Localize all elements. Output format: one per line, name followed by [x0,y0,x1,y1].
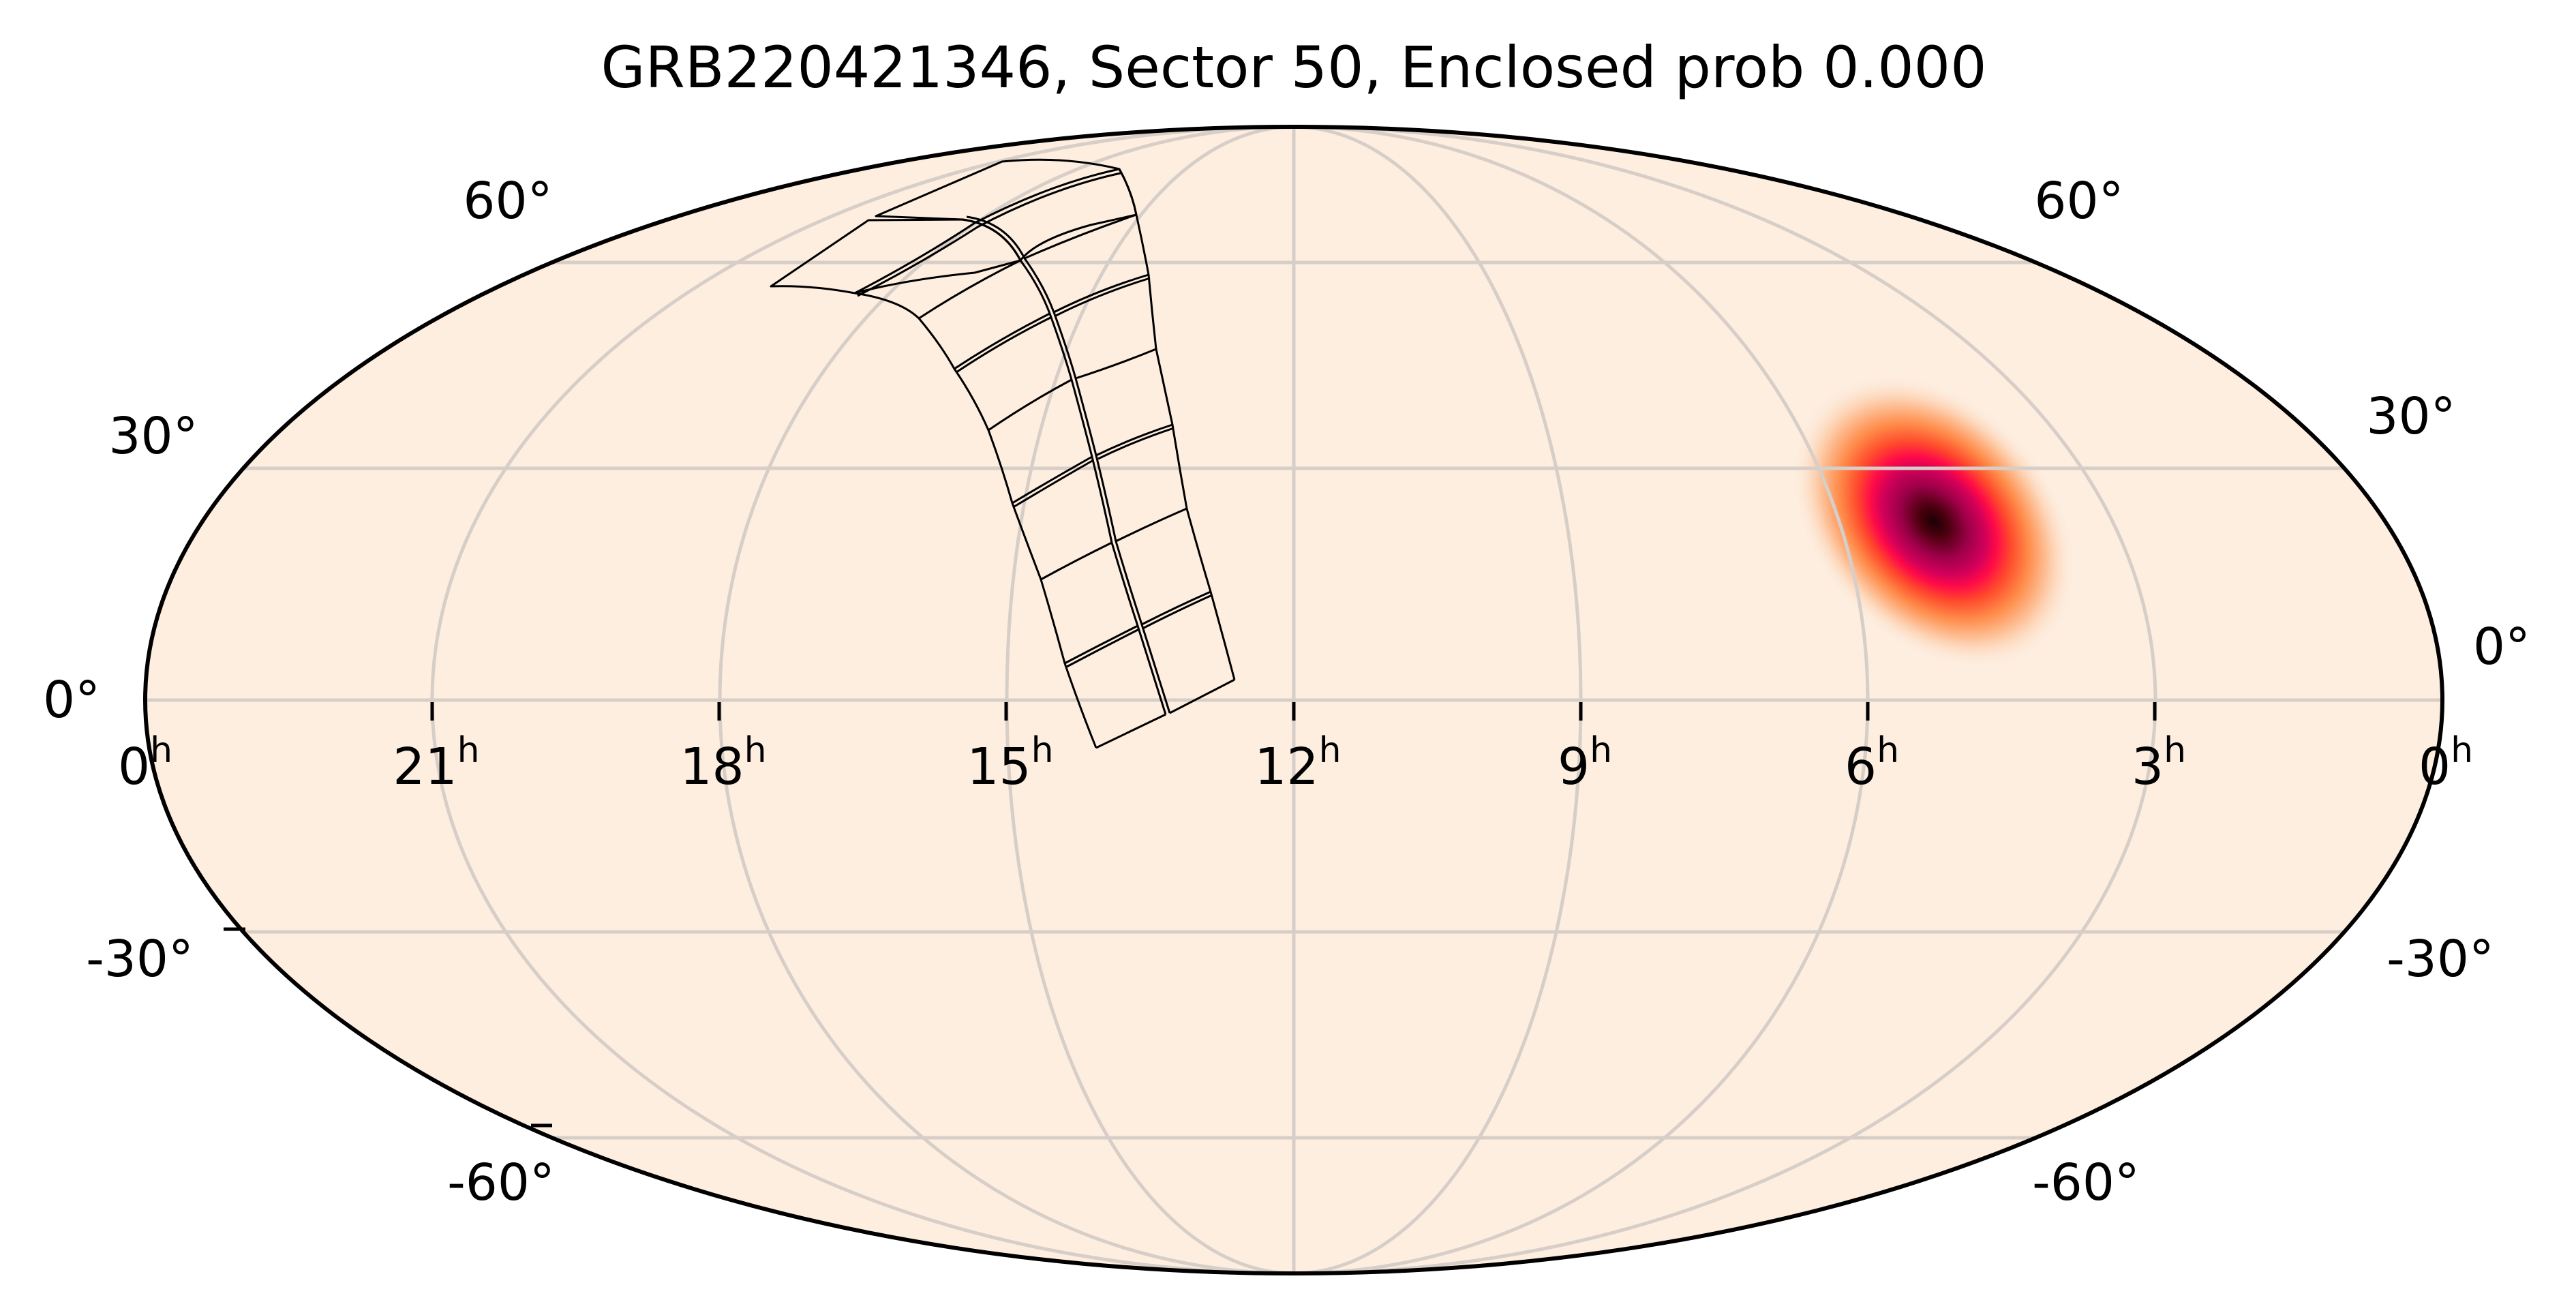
y-left-m30: -30° [86,930,194,988]
y-tick-labels-right: 60° 30° 0° -30° -60° [2032,172,2530,1212]
grb-probability-blob [1791,374,2077,669]
chart-title: GRB220421346, Sector 50, Enclosed prob 0… [601,34,1986,101]
y-left-60: 60° [463,172,552,230]
x-tick-labels: 0h 21h 18h 15h 12h 9h 6h 3h 0h [118,730,2473,796]
y-left-0: 0° [43,671,100,729]
sky-outline [143,125,2444,1275]
y-left-30: 30° [108,407,198,466]
y-left-m60: -60° [447,1153,555,1212]
x-tick-18h: 18h [680,730,766,796]
longitude-gridlines [430,127,2157,1273]
x-tick-0h-left: 0h [118,730,172,796]
x-tick-0h-right: 0h [2419,730,2473,796]
y-tick-marks [224,927,552,1128]
y-right-0: 0° [2473,618,2530,676]
x-tick-marks [430,702,2157,721]
x-tick-3h: 3h [2132,730,2186,796]
x-tick-6h: 6h [1845,730,1899,796]
y-right-m30: -30° [2386,930,2494,988]
y-tick-labels-left: 60° 30° 0° -30° -60° [43,172,555,1212]
tess-ccd-footprint [770,158,1236,749]
x-tick-12h: 12h [1254,730,1341,796]
y-right-30: 30° [2366,387,2455,446]
x-tick-9h: 9h [1558,730,1612,796]
y-right-60: 60° [2034,172,2123,230]
y-right-m60: -60° [2032,1153,2140,1212]
x-tick-21h: 21h [393,730,479,796]
x-tick-15h: 15h [967,730,1053,796]
